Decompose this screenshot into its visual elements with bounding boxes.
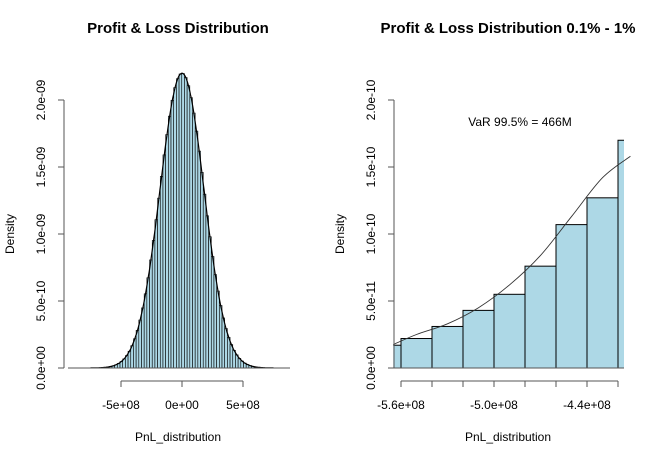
- histogram-bar: [149, 259, 153, 369]
- histogram-bar: [154, 219, 158, 369]
- histogram-bar: [400, 338, 433, 369]
- left-x-tick-label: 5e+08: [226, 398, 260, 412]
- right-histogram: Profit & Loss Distribution 0.1% - 1% 0.0…: [333, 20, 636, 444]
- left-y-axis: 0.0e+00 5.0e-10 1.0e-09 1.5e-09 2.0e-09: [34, 79, 65, 390]
- left-chart-title: Profit & Loss Distribution: [87, 20, 269, 37]
- right-density-curve: [393, 155, 631, 345]
- histogram-bar: [162, 154, 166, 369]
- histogram-bar: [133, 338, 137, 369]
- histogram-bar: [181, 73, 185, 369]
- histogram-bar: [178, 73, 183, 369]
- histogram-bar: [197, 150, 201, 369]
- right-bars: [393, 139, 624, 369]
- right-x-axis: -5.6e+08 -5.0e+08 -4.4e+08: [377, 380, 619, 412]
- histogram-bar: [138, 319, 142, 369]
- left-density-outline: [90, 72, 274, 369]
- left-y-tick-label: 2.0e-09: [34, 79, 48, 120]
- right-x-tick-label: -5.0e+08: [470, 398, 518, 412]
- right-x-tick-label: -4.4e+08: [563, 398, 611, 412]
- histogram-bar: [618, 140, 624, 368]
- histogram-bar: [186, 85, 191, 369]
- histogram-bar: [170, 99, 175, 369]
- left-x-tick-label: -5e+08: [102, 398, 140, 412]
- histogram-bar: [462, 309, 495, 369]
- histogram-bar: [205, 215, 209, 369]
- left-bars: [90, 72, 276, 369]
- histogram-bar: [157, 197, 161, 369]
- histogram-bar: [210, 256, 215, 369]
- histogram-bar: [393, 345, 401, 368]
- right-chart-title: Profit & Loss Distribution 0.1% - 1%: [380, 20, 635, 37]
- histogram-bar: [493, 293, 526, 369]
- left-y-tick-label: 1.0e-09: [34, 213, 48, 254]
- left-y-tick-label: 5.0e-10: [34, 280, 48, 321]
- histogram-bar-edge: [617, 139, 624, 368]
- histogram-bar: [219, 305, 223, 369]
- histogram-bar: [159, 176, 164, 369]
- histogram-bar: [135, 329, 140, 369]
- right-x-axis-label: PnL_distribution: [465, 430, 551, 444]
- histogram-bar: [165, 134, 169, 369]
- left-y-tick-label: 1.5e-09: [34, 146, 48, 187]
- left-y-axis-label: Density: [3, 214, 17, 254]
- left-x-axis: -5e+08 0e+00 5e+08: [102, 380, 260, 412]
- right-y-tick-label: 5.0e-11: [364, 281, 378, 321]
- var-annotation: VaR 99.5% = 466M: [468, 115, 572, 129]
- histogram-bar: [146, 277, 150, 369]
- histogram-bar: [173, 87, 177, 369]
- histogram-bar: [189, 97, 193, 369]
- histogram-bar: [192, 112, 196, 369]
- histogram-bar: [221, 317, 226, 369]
- left-histogram: Profit & Loss Distribution 0.0e+00 5.0e-1…: [3, 20, 290, 444]
- histogram-bar: [213, 274, 217, 369]
- histogram-bar: [176, 78, 180, 369]
- histogram-bar: [586, 197, 619, 369]
- right-y-tick-label: 1.5e-10: [364, 146, 378, 187]
- histogram-bar: [200, 172, 204, 369]
- histogram-bar: [151, 240, 156, 369]
- histogram-bar: [184, 77, 188, 369]
- histogram-bar: [555, 224, 588, 369]
- right-y-tick-label: 1.0e-10: [364, 213, 378, 254]
- left-y-tick-label: 0.0e+00: [34, 346, 48, 390]
- histogram-bar: [208, 236, 212, 369]
- right-y-tick-label: 0.0e+00: [364, 346, 378, 390]
- histogram-bar: [224, 328, 228, 369]
- histogram-bar: [524, 265, 557, 369]
- histogram-bar: [141, 307, 145, 369]
- histogram-bar: [202, 193, 207, 369]
- histogram-bar: [194, 130, 199, 369]
- left-x-tick-label: 0e+00: [165, 398, 199, 412]
- right-x-tick-label: -5.6e+08: [377, 398, 425, 412]
- histogram-bar: [143, 293, 148, 369]
- right-y-axis: 0.0e+00 5.0e-11 1.0e-10 1.5e-10 2.0e-10: [364, 79, 395, 390]
- histogram-bar: [227, 337, 231, 369]
- histogram-bar: [431, 325, 464, 369]
- histogram-bar: [216, 290, 220, 369]
- right-y-tick-label: 2.0e-10: [364, 79, 378, 120]
- right-y-axis-label: Density: [333, 214, 347, 254]
- histogram-bar: [168, 115, 172, 369]
- left-x-axis-label: PnL_distribution: [135, 430, 221, 444]
